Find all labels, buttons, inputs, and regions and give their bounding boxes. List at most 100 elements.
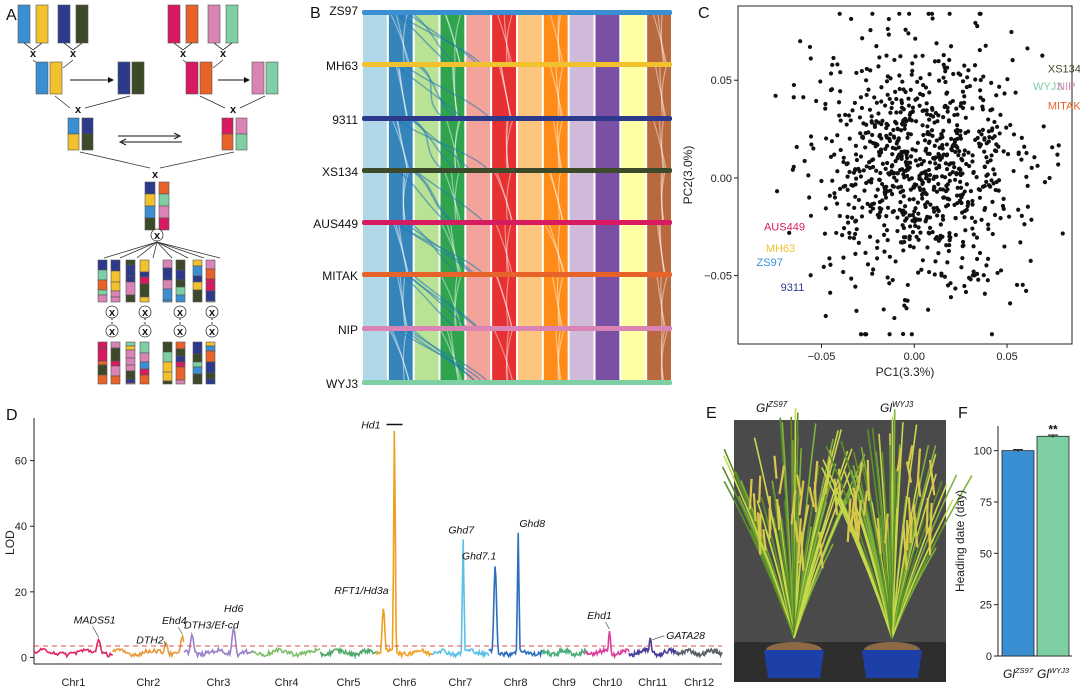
pca-point [864,92,869,98]
synteny-ribbon [466,120,491,168]
pca-point [920,82,926,88]
eightway-seg [158,205,170,219]
selfing-circle [138,324,152,338]
genome-label-WYJ3: WYJ3 [326,377,358,391]
pca-point [902,122,908,128]
genome-synteny-diagram: ZS97 MH63 9311 XS134 AUS449 MITAK NIP WYJ3 [313,4,672,391]
pca-point [933,259,938,264]
synteny-ribbon [466,14,491,62]
translocation-ribbon [420,65,442,117]
pca-point [888,131,893,137]
lod-trace-Chr4 [252,646,321,659]
pca-point [899,100,905,106]
pca-point [864,66,869,72]
pca-point [897,86,902,92]
pca-point [1042,180,1048,185]
pca-point [881,232,887,237]
synteny-ribbon [647,224,671,272]
pca-point [906,31,911,36]
rice-panicle [852,511,859,537]
pca-point [894,171,900,176]
inversion-streak [395,223,408,273]
cross-symbol: x [220,48,227,60]
lod-trace-Chr6 [376,430,433,660]
pca-point [903,116,908,121]
pca-point [879,85,884,90]
rice-leaf [891,481,943,639]
pca-point [884,53,889,58]
pca-point [867,234,873,239]
ril-segment [97,279,108,291]
x-tick-label: GlZS97 [1003,666,1034,681]
pca-point [962,283,967,289]
pca-point [966,150,971,155]
pca-point [910,68,915,73]
chr-label-Chr3: Chr3 [206,677,230,689]
pca-point [823,313,828,319]
pca-point [965,75,970,80]
rice-panicle [795,474,803,496]
pca-point [917,103,922,108]
synteny-ribbon [595,14,620,62]
pca-point [925,124,930,129]
pca-point [823,106,828,111]
inversion-streak [656,223,666,273]
blue-pot [862,650,922,678]
inversion-streak [398,65,408,117]
arrow-head [244,77,250,83]
pca-point [908,187,913,192]
synteny-ribbon [518,224,542,272]
ril-segment [162,341,173,353]
inversion-streak [446,119,460,169]
pca-point [944,142,950,147]
pca-point [957,166,962,171]
pca-point [982,291,987,296]
pca-point [913,206,918,211]
pca-point [925,129,930,135]
pca-point [870,271,875,276]
pca-point [901,194,906,199]
translocation-ribbon [395,13,447,63]
rice-panicle [846,498,852,542]
synteny-ribbon [466,330,491,380]
pca-point [868,209,873,214]
ril-segment [125,294,136,303]
pca-point [971,170,976,175]
pca-point [920,170,926,175]
rice-leaf [781,421,795,639]
pca-point [877,55,882,60]
synteny-ribbon [543,66,568,116]
pca-point [908,224,913,229]
pca-point [791,95,796,100]
pca-point [984,155,989,160]
pca-point [877,206,882,211]
pca-point [943,161,948,166]
inversion-streak [454,171,460,221]
eightway-seg [144,181,156,195]
ril-segment [192,341,203,355]
pca-point [891,208,897,214]
pca-point [975,24,980,29]
f1-bar [35,61,49,95]
cross-symbol: x [154,230,161,242]
pca-point [873,194,878,199]
pca-point [889,169,894,174]
pca-point [1032,155,1037,160]
pca-point [989,178,994,183]
pca-annotation-MH63: MH63 [766,243,795,255]
pca-point [1008,301,1013,306]
pca-point [936,208,941,214]
inversion-streak [493,329,513,381]
inversion-streak [557,329,561,381]
ril-segment [97,294,108,303]
pca-point [871,201,877,206]
ril-segment [205,378,216,385]
pca-point [905,282,910,288]
genome-bar-9311 [362,116,672,121]
rice-panicle [856,499,862,543]
rice-panicle [896,448,903,472]
rice-panicle [794,520,799,543]
pca-point [929,128,935,133]
pca-point [906,131,911,136]
eightway-seg [158,181,170,195]
